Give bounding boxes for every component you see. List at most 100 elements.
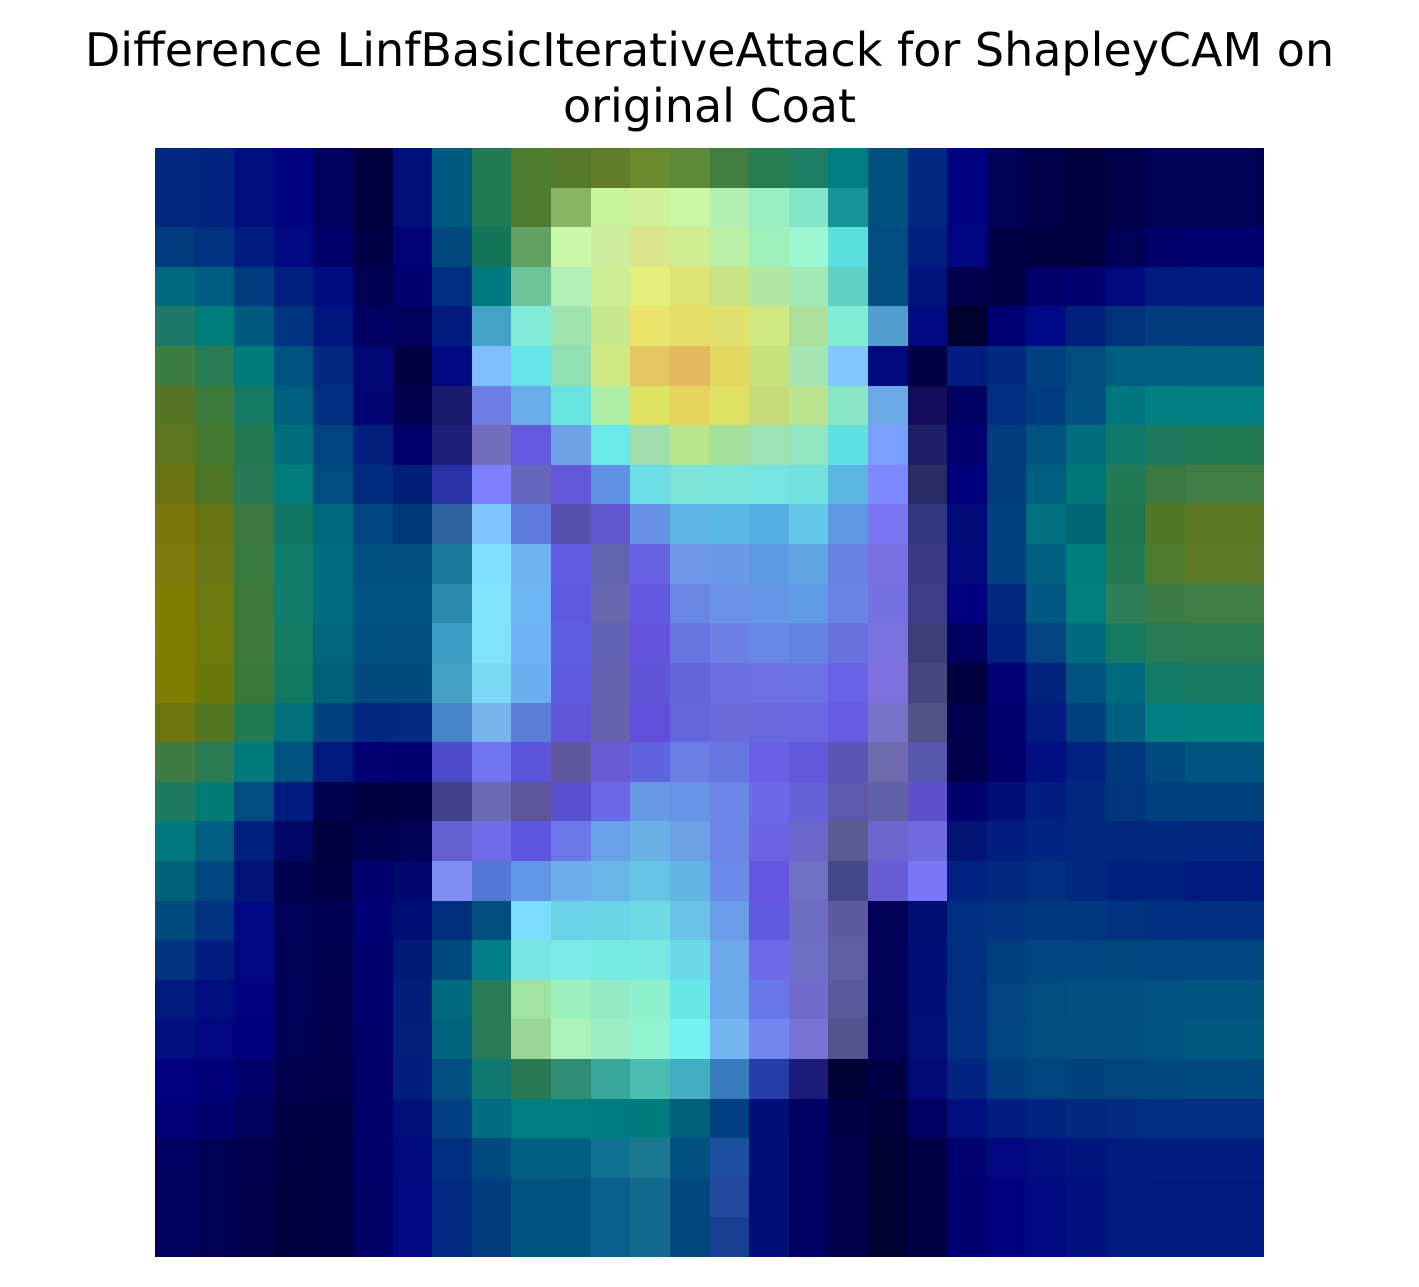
heatmap-cell	[313, 346, 354, 386]
heatmap-cell	[947, 860, 987, 901]
heatmap-cell	[1065, 583, 1106, 624]
heatmap-cell	[986, 900, 1027, 941]
heatmap-cell	[1224, 464, 1264, 505]
heatmap-cell	[828, 979, 868, 1020]
heatmap-cell	[669, 781, 710, 822]
heatmap-cell	[155, 544, 195, 584]
heatmap-cell	[1145, 860, 1185, 901]
heatmap-cell	[1026, 148, 1066, 188]
heatmap-cell	[630, 306, 670, 347]
heatmap-cell	[867, 464, 908, 505]
heatmap-cell	[511, 425, 552, 465]
heatmap-cell	[432, 702, 472, 743]
heatmap-cell	[234, 1098, 274, 1139]
heatmap-cell	[986, 1177, 1027, 1218]
heatmap-cell	[1184, 306, 1225, 347]
heatmap-cell	[828, 464, 868, 505]
heatmap-cell	[273, 425, 314, 465]
heatmap-cell	[630, 187, 670, 228]
heatmap-cell	[1145, 227, 1185, 267]
heatmap-cell	[471, 1177, 512, 1218]
heatmap-cell	[392, 900, 433, 941]
heatmap-cell	[986, 1098, 1027, 1139]
heatmap-cell	[788, 623, 829, 663]
heatmap-cell	[392, 544, 433, 584]
heatmap-cell	[749, 1217, 789, 1257]
heatmap-cell	[630, 900, 670, 941]
heatmap-cell	[234, 1058, 274, 1099]
heatmap-cell	[471, 187, 512, 228]
heatmap-cell	[353, 900, 393, 941]
heatmap-cell	[194, 900, 235, 941]
heatmap-cell	[867, 1177, 908, 1218]
heatmap-cell	[788, 940, 829, 980]
heatmap-cell	[590, 821, 631, 861]
heatmap-cell	[828, 1098, 868, 1139]
heatmap-cell	[155, 1177, 195, 1218]
heatmap-cell	[1224, 1058, 1264, 1099]
heatmap-cell	[1026, 1098, 1066, 1139]
heatmap-cell	[788, 781, 829, 822]
heatmap-cell	[867, 1217, 908, 1257]
heatmap-cell	[907, 1098, 948, 1139]
heatmap-cell	[511, 662, 552, 703]
heatmap-cell	[194, 940, 235, 980]
heatmap-cell	[155, 623, 195, 663]
heatmap-cell	[551, 266, 591, 307]
heatmap-cell	[907, 702, 948, 743]
heatmap-cell	[392, 227, 433, 267]
heatmap-cell	[867, 940, 908, 980]
heatmap-cell	[551, 1019, 591, 1059]
heatmap-cell	[551, 1177, 591, 1218]
heatmap-cell	[432, 1019, 472, 1059]
heatmap-cell	[1105, 1138, 1146, 1178]
heatmap-cell	[630, 1177, 670, 1218]
heatmap-cell	[1184, 425, 1225, 465]
heatmap-cell	[273, 306, 314, 347]
heatmap-cell	[1065, 346, 1106, 386]
heatmap-cell	[907, 544, 948, 584]
heatmap-cell	[1184, 385, 1225, 426]
heatmap-cell	[432, 662, 472, 703]
heatmap-cell	[273, 1138, 314, 1178]
heatmap-cell	[1145, 1217, 1185, 1257]
heatmap-cell	[471, 504, 512, 545]
heatmap-cell	[907, 1177, 948, 1218]
heatmap-cell	[630, 979, 670, 1020]
heatmap-cell	[590, 1019, 631, 1059]
heatmap-cell	[471, 266, 512, 307]
heatmap-cell	[234, 821, 274, 861]
heatmap-cell	[1026, 979, 1066, 1020]
heatmap-cell	[907, 742, 948, 782]
heatmap-cell	[590, 1138, 631, 1178]
heatmap-cell	[947, 1058, 987, 1099]
heatmap-cell	[1105, 979, 1146, 1020]
heatmap-cell	[709, 702, 750, 743]
heatmap-cell	[867, 148, 908, 188]
heatmap-cell	[432, 900, 472, 941]
heatmap-cell	[511, 900, 552, 941]
heatmap-cell	[313, 821, 354, 861]
heatmap-cell	[1105, 227, 1146, 267]
heatmap-cell	[907, 583, 948, 624]
heatmap-cell	[432, 425, 472, 465]
heatmap-cell	[273, 979, 314, 1020]
heatmap-cell	[828, 742, 868, 782]
heatmap-cell	[1065, 385, 1106, 426]
heatmap-cell	[432, 385, 472, 426]
heatmap-cell	[749, 425, 789, 465]
heatmap-cell	[273, 504, 314, 545]
heatmap-cell	[392, 425, 433, 465]
heatmap-cell	[194, 979, 235, 1020]
heatmap-cell	[867, 504, 908, 545]
heatmap-cell	[551, 464, 591, 505]
heatmap-cell	[353, 187, 393, 228]
heatmap-cell	[392, 266, 433, 307]
heatmap-cell	[986, 148, 1027, 188]
heatmap-cell	[1145, 266, 1185, 307]
heatmap-cell	[947, 148, 987, 188]
heatmap-cell	[1065, 425, 1106, 465]
heatmap-cell	[392, 742, 433, 782]
heatmap-cell	[511, 742, 552, 782]
heatmap-cell	[1065, 940, 1106, 980]
